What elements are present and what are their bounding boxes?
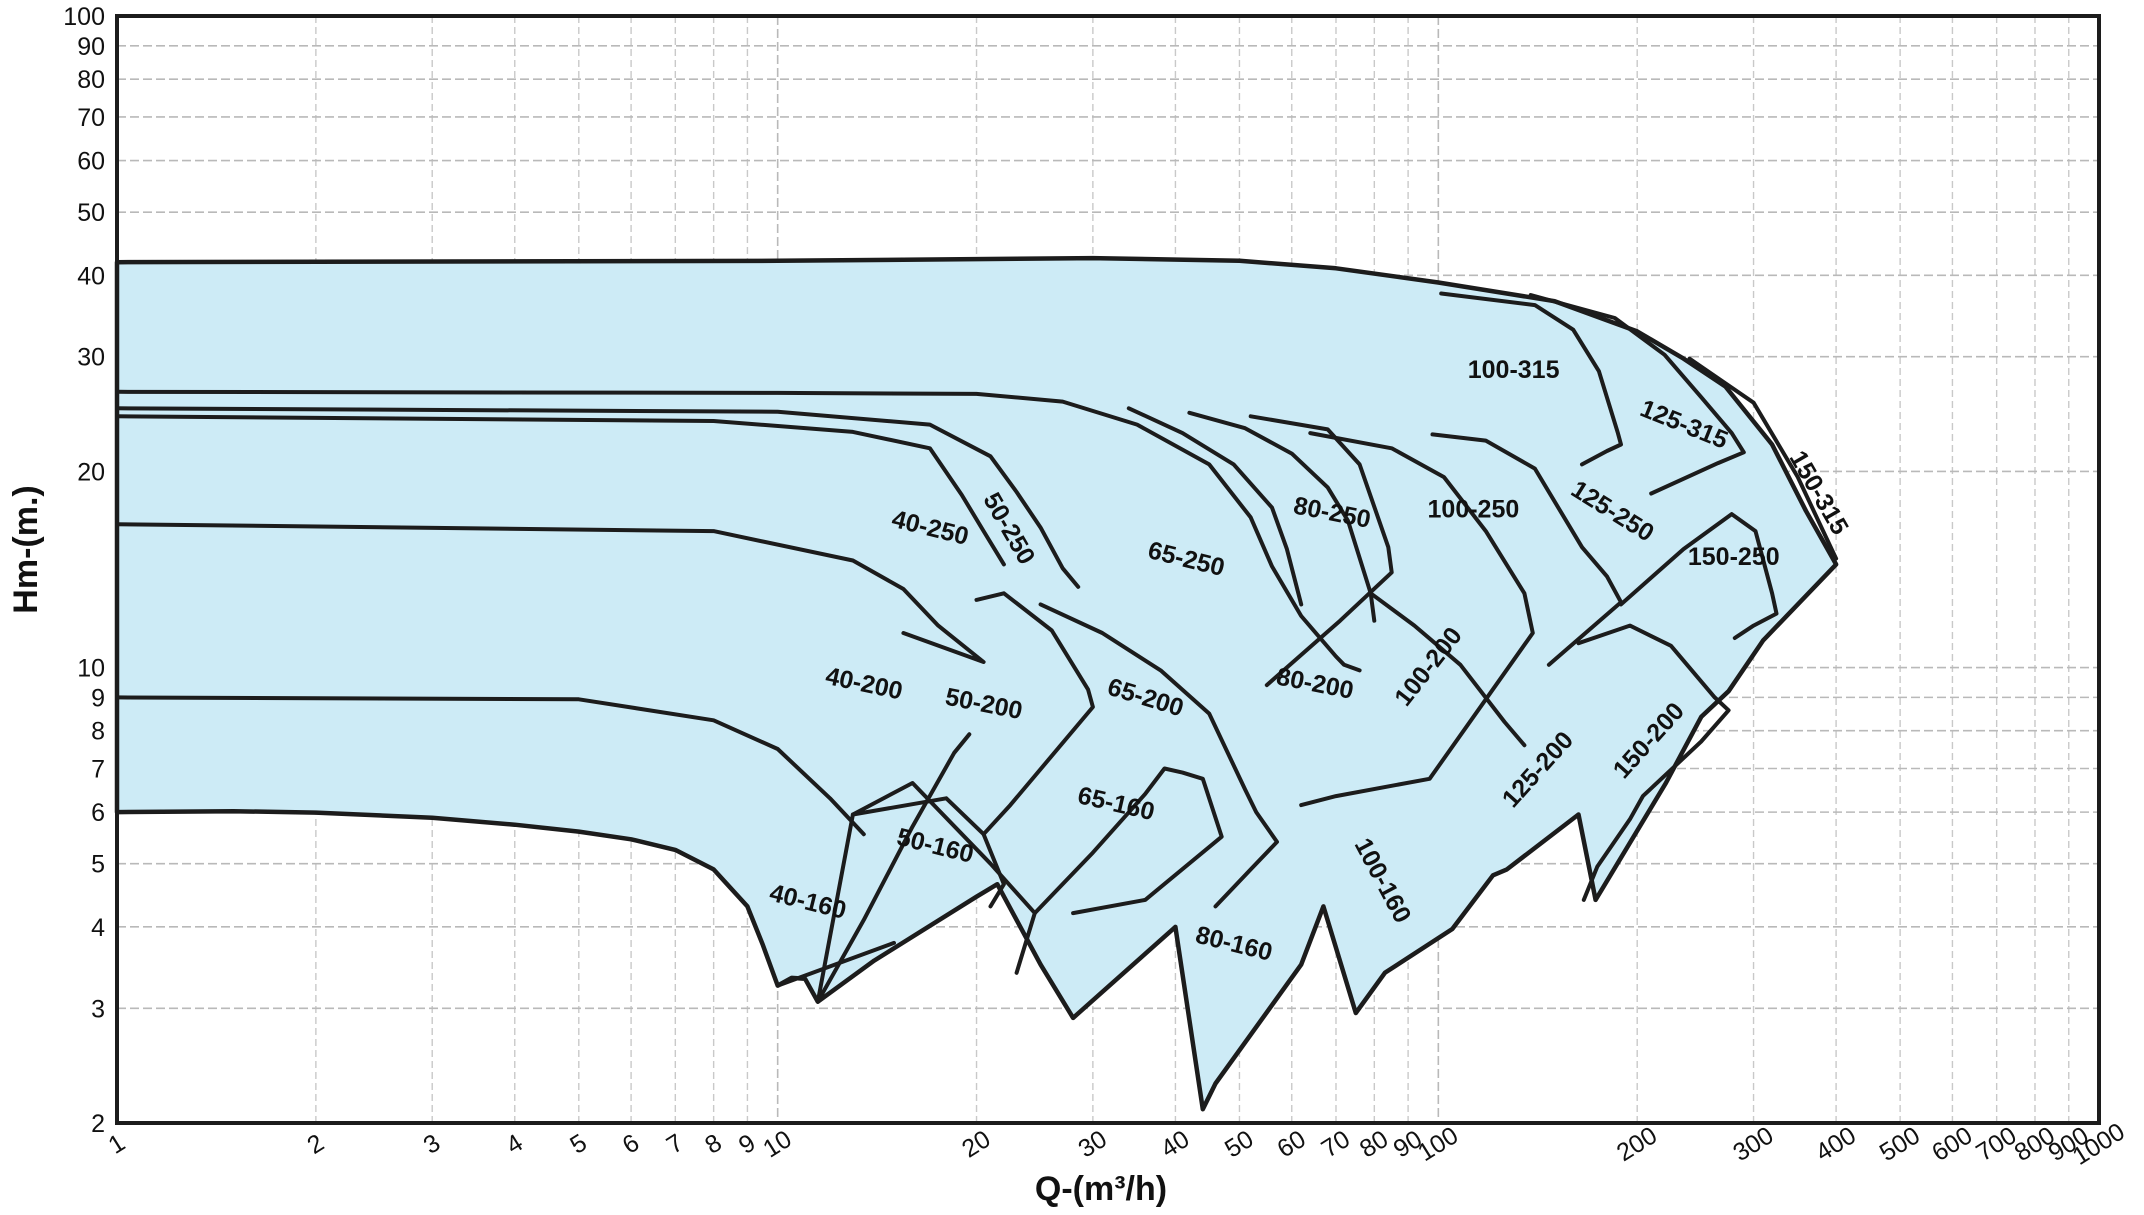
plot-frame [115,14,2101,1125]
x-tick-label: 4 [501,1129,528,1160]
x-tick-label: 9 [734,1129,761,1160]
y-tick-label: 90 [77,33,105,61]
model-boundary [115,414,1006,567]
model-boundary [115,695,866,837]
x-tick-label: 3 [419,1129,446,1160]
x-tick-label: 1 [103,1129,130,1160]
model-boundary [1619,512,1779,640]
coverage-area [114,255,1839,1112]
y-tick-label: 60 [77,148,105,176]
y-tick-label: 10 [77,655,105,683]
x-tick-label: 500 [1875,1121,1925,1167]
model-boundary [115,522,986,664]
y-tick-label: 20 [77,458,105,486]
model-boundary [815,732,972,1004]
x-tick-label: 6 [618,1129,645,1160]
model-boundary [974,591,1095,837]
x-tick-label: 70 [1317,1125,1355,1163]
x-tick-label: 50 [1220,1125,1258,1163]
y-tick-label: 8 [91,718,105,746]
model-label: 100-315 [1468,356,1560,384]
x-tick-label: 40 [1156,1125,1194,1163]
y-tick-label: 2 [91,1110,105,1138]
model-boundary [1032,766,1224,916]
model-boundary [115,389,1362,673]
x-tick-label: 7 [662,1129,689,1160]
model-boundary [815,781,1037,1004]
x-tick-label: 100 [1413,1121,1463,1167]
model-boundary [1576,623,1731,902]
y-tick-label: 3 [91,995,105,1023]
y-tick-label: 100 [63,3,105,31]
y-tick-label: 7 [91,756,105,784]
model-boundary [1299,431,1535,808]
x-tick-label: 60 [1272,1125,1310,1163]
y-tick-label: 9 [91,684,105,712]
model-boundary [1248,414,1394,688]
model-boundary [1038,602,1279,909]
model-label: 150-250 [1688,543,1780,571]
x-axis-title: Q-(m³/h) [1035,1170,1167,1208]
x-tick-label: 300 [1728,1121,1778,1167]
y-axis-title: Hm-(m.) [7,485,45,613]
x-tick-label: 2 [302,1129,329,1160]
model-boundary [1687,356,1839,561]
model-label: 100-250 [1428,495,1520,523]
y-tick-label: 5 [91,851,105,879]
model-boundary [115,406,1081,589]
model-boundaries [115,291,1839,1004]
x-tick-label: 20 [957,1125,995,1163]
model-boundary [1368,591,1527,748]
model-boundary [1528,293,1746,496]
y-tick-label: 80 [77,66,105,94]
model-boundary [775,940,896,988]
y-tick-label: 70 [77,104,105,132]
model-boundary [1439,291,1623,467]
x-tick-label: 30 [1073,1125,1111,1163]
y-tick-label: 30 [77,344,105,372]
x-tick-label: 400 [1811,1121,1861,1167]
x-tick-label: 10 [758,1125,796,1163]
y-tick-label: 40 [77,262,105,290]
y-tick-label: 6 [91,799,105,827]
x-tick-label: 200 [1612,1121,1662,1167]
envelope-area [114,255,1839,1112]
x-tick-label: 5 [565,1129,592,1160]
x-tick-label: 80 [1355,1125,1393,1163]
x-tick-label: 600 [1927,1121,1977,1167]
model-boundary [1126,406,1304,607]
y-tick-label: 50 [77,199,105,227]
x-tick-label: 8 [700,1129,727,1160]
y-tick-label: 4 [91,914,105,942]
